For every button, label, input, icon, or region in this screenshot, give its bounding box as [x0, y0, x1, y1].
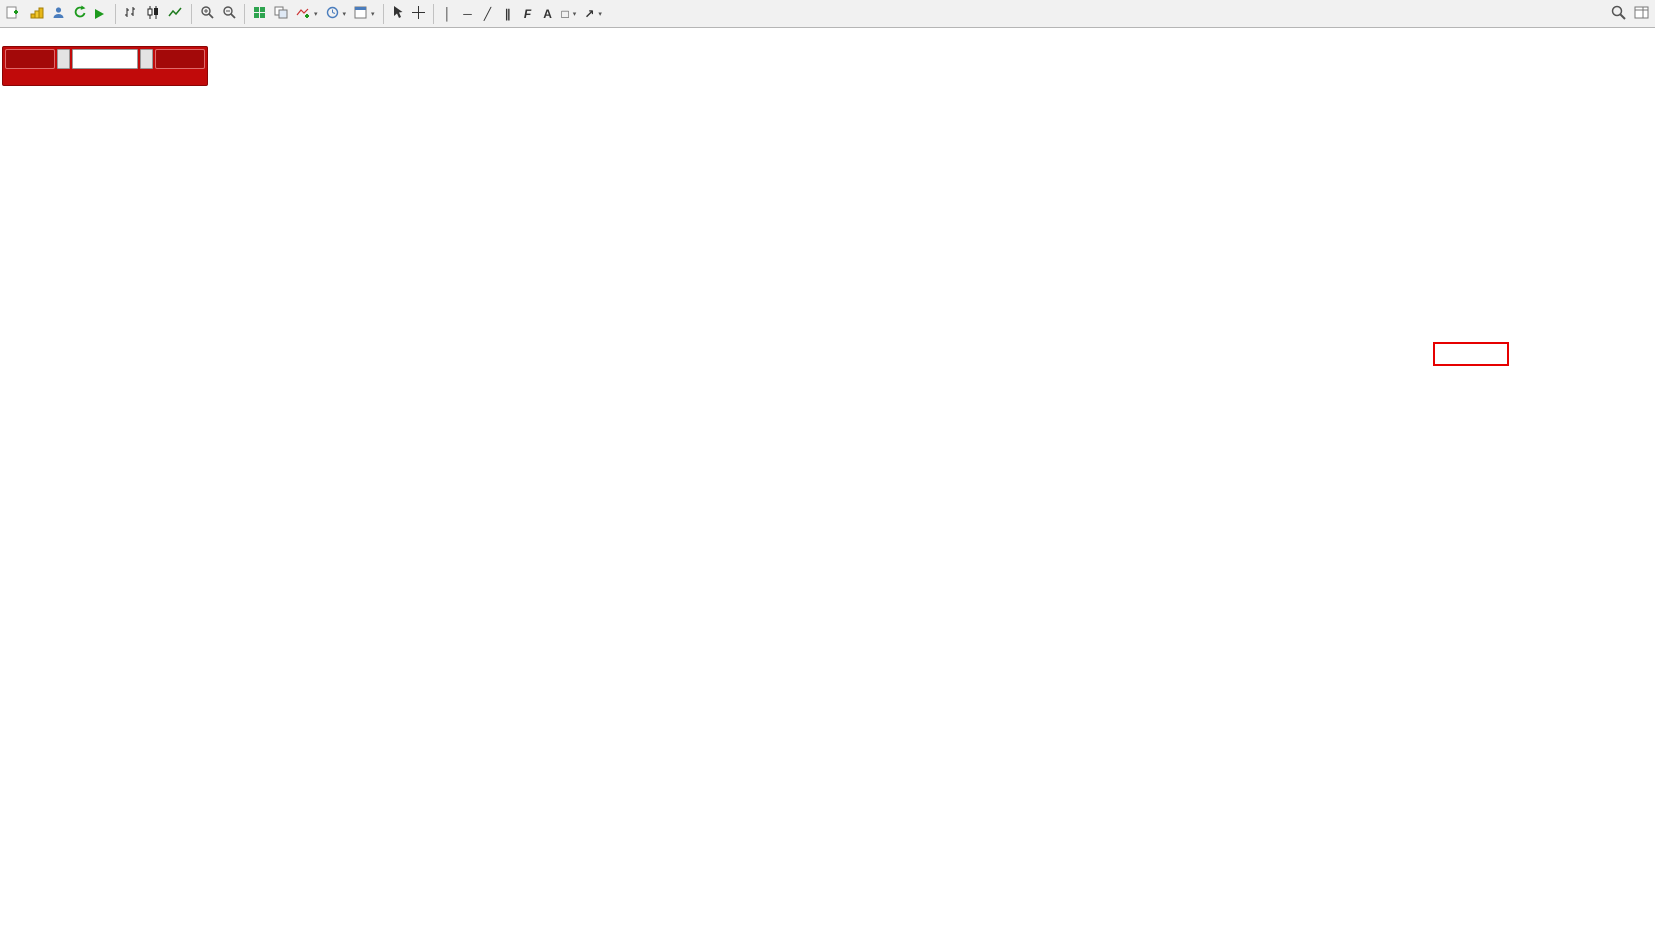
- cascade-windows-button[interactable]: [270, 3, 292, 25]
- candlestick-chart-button[interactable]: [142, 3, 164, 25]
- trade-panel-controls: [5, 49, 205, 69]
- search-button[interactable]: [1607, 3, 1630, 25]
- periods-button[interactable]: ▾: [322, 3, 351, 25]
- sell-button[interactable]: [5, 49, 55, 69]
- dropdown-caret-icon: ▾: [572, 10, 577, 18]
- zoom-in-button[interactable]: [196, 3, 218, 25]
- layout-icon: [1634, 6, 1649, 22]
- fibonacci-tool-button[interactable]: F: [518, 3, 538, 25]
- price-callout-box: [1433, 342, 1509, 366]
- volume-input[interactable]: [72, 49, 138, 69]
- text-tool-icon: A: [543, 6, 552, 21]
- templates-button[interactable]: ▾: [350, 3, 379, 25]
- tile-windows-button[interactable]: [249, 3, 270, 25]
- zoom-out-button[interactable]: [218, 3, 240, 25]
- crosshair-button[interactable]: [408, 3, 429, 25]
- line-chart-icon: [168, 6, 183, 22]
- bar-chart-button[interactable]: [120, 3, 142, 25]
- template-icon: [354, 6, 367, 22]
- dropdown-caret-icon: ▾: [371, 10, 375, 18]
- gold-bars-icon: [30, 6, 44, 22]
- charts-button[interactable]: [26, 3, 48, 25]
- refresh-icon: [73, 5, 87, 22]
- toolbar-separator: [191, 3, 192, 24]
- arrows-tool-button[interactable]: ↗ ▾: [580, 3, 606, 25]
- auto-trading-button[interactable]: [91, 3, 111, 25]
- one-click-trading-panel: [2, 46, 208, 86]
- horizontal-line-icon: ─: [463, 6, 472, 21]
- buy-button[interactable]: [155, 49, 205, 69]
- new-order-icon: [6, 6, 19, 22]
- bar-chart-icon: [124, 6, 138, 22]
- channel-icon: ∥: [504, 6, 511, 21]
- cursor-button[interactable]: [388, 3, 408, 25]
- fibonacci-icon: F: [523, 6, 532, 21]
- sell-price: [5, 71, 105, 83]
- dropdown-caret-icon: ▾: [598, 10, 602, 18]
- text-tool-button[interactable]: A: [538, 3, 558, 25]
- play-icon: [95, 8, 104, 19]
- channel-tool-button[interactable]: ∥: [498, 3, 518, 25]
- vertical-line-tool-button[interactable]: │: [438, 3, 458, 25]
- toolbar-separator: [244, 3, 245, 24]
- dropdown-caret-icon: ▾: [314, 10, 318, 18]
- vertical-line-icon: │: [443, 6, 452, 21]
- layout-button[interactable]: [1630, 3, 1653, 25]
- trendline-tool-button[interactable]: ╱: [478, 3, 498, 25]
- person-icon: [52, 6, 65, 22]
- volume-up-button[interactable]: [140, 49, 153, 69]
- trendline-icon: ╱: [483, 6, 492, 21]
- crosshair-icon: [411, 5, 425, 22]
- tile-windows-icon: [253, 6, 266, 22]
- shapes-icon: □: [561, 6, 569, 21]
- trade-panel-prices: [5, 71, 205, 83]
- indicators-icon: [296, 6, 310, 22]
- dropdown-caret-icon: ▾: [342, 10, 347, 18]
- cursor-arrow-icon: [392, 5, 403, 22]
- zoom-out-icon: [222, 5, 236, 22]
- buy-price: [105, 71, 205, 83]
- candlestick-icon: [146, 5, 160, 22]
- horizontal-line-tool-button[interactable]: ─: [458, 3, 478, 25]
- refresh-button[interactable]: [69, 3, 91, 25]
- market-watch-button[interactable]: [48, 3, 69, 25]
- toolbar-separator: [432, 3, 434, 24]
- toolbar-separator: [382, 3, 384, 24]
- new-order-button[interactable]: [2, 3, 26, 25]
- toolbar-separator: [115, 3, 116, 24]
- chart-canvas[interactable]: [0, 0, 1655, 900]
- line-chart-button[interactable]: [164, 3, 187, 25]
- volume-down-button[interactable]: [57, 49, 70, 69]
- symbol-info: [5, 31, 8, 43]
- shapes-tool-button[interactable]: □ ▾: [558, 3, 581, 25]
- zoom-in-icon: [200, 5, 214, 22]
- main-toolbar: ▾ ▾ ▾ │ ─ ╱ ∥ F A □ ▾ ↗ ▾: [0, 0, 1655, 28]
- search-icon: [1611, 5, 1626, 23]
- clock-icon: [326, 6, 339, 22]
- cascade-windows-icon: [274, 6, 288, 22]
- arrows-icon: ↗: [584, 6, 595, 21]
- indicators-button[interactable]: ▾: [292, 3, 322, 25]
